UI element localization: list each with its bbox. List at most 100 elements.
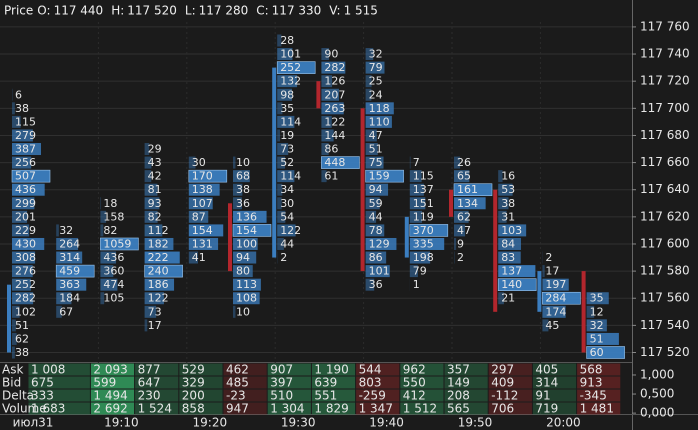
table-value: 568 <box>580 363 603 377</box>
cell-value: 86 <box>369 251 383 264</box>
volume-box <box>498 224 527 237</box>
cell-value: 151 <box>413 197 434 210</box>
volume-box <box>188 251 198 264</box>
y-tick-label: 117 740 <box>640 47 690 61</box>
table-value: 1 829 <box>314 402 348 416</box>
volume-box <box>12 183 45 196</box>
table-cell <box>135 363 179 376</box>
volume-box <box>365 169 404 183</box>
volume-box <box>321 48 330 61</box>
volume-box <box>12 210 28 223</box>
cell-value: 30 <box>280 197 294 210</box>
cell-value: 94 <box>369 183 383 196</box>
volume-box <box>586 319 607 332</box>
row-label: Volume <box>2 402 47 416</box>
cell-value: 53 <box>501 183 515 196</box>
table-value: 719 <box>535 402 558 416</box>
table-cell <box>267 376 311 389</box>
cell-value: 144 <box>324 129 345 142</box>
volume-box <box>233 156 236 169</box>
cell-value: 62 <box>457 210 471 223</box>
y-tick-label: 117 720 <box>640 74 690 88</box>
table-value: 357 <box>447 363 470 377</box>
cell-value: 1059 <box>103 237 131 250</box>
volume-box <box>12 197 35 210</box>
cell-value: 132 <box>280 75 301 88</box>
cell-value: 44 <box>369 210 383 223</box>
cell-value: 82 <box>148 210 162 223</box>
cell-value: 299 <box>15 197 36 210</box>
table-cell <box>444 389 488 402</box>
volume-box <box>498 183 513 196</box>
table-cell <box>267 363 311 376</box>
table-cell <box>135 376 179 389</box>
table-value: 913 <box>580 376 603 390</box>
header-text: 117 330 <box>272 4 322 18</box>
table-value: 149 <box>447 376 470 390</box>
volume-box <box>12 237 45 250</box>
table-cell <box>356 363 400 376</box>
y-tick-label: 117 560 <box>640 291 690 305</box>
cell-value: 159 <box>369 170 390 183</box>
volume-box <box>188 237 219 250</box>
y-tick-label: 117 680 <box>640 128 690 142</box>
cell-value: 126 <box>324 75 345 88</box>
candle-body <box>7 284 11 353</box>
volume-box <box>321 143 329 156</box>
volume-box <box>542 305 566 318</box>
volume-box <box>12 156 32 169</box>
table-value: 877 <box>138 363 161 377</box>
cell-value: 100 <box>236 237 257 250</box>
volume-box <box>365 197 380 210</box>
cell-value: 19 <box>280 129 294 142</box>
volume-box <box>100 251 117 264</box>
cell-value: 101 <box>280 48 301 61</box>
table-cell <box>179 376 223 389</box>
cell-value: 51 <box>369 143 383 156</box>
table-cell <box>223 402 267 415</box>
table-cell <box>28 363 90 376</box>
cell-value: 90 <box>324 48 338 61</box>
table-cell <box>311 363 356 376</box>
table-value: 565 <box>447 402 470 416</box>
y-tick-label: 117 660 <box>640 155 690 169</box>
cell-value: 170 <box>192 170 213 183</box>
volume-box <box>233 170 250 183</box>
cell-value: 38 <box>501 197 515 210</box>
volume-box <box>365 143 378 156</box>
volume-box <box>454 156 461 169</box>
volume-box <box>365 75 372 88</box>
volume-box <box>144 237 174 250</box>
volume-box <box>277 237 284 250</box>
volume-box <box>498 251 521 264</box>
header-text: 1 515 <box>344 4 378 18</box>
volume-box <box>12 129 33 142</box>
cell-value: 32 <box>369 48 383 61</box>
header-text: O: <box>37 4 50 18</box>
candle-body <box>272 67 277 258</box>
cell-value: 7 <box>413 156 420 169</box>
volume-box <box>542 291 581 305</box>
volume-box <box>409 251 431 264</box>
table-cell <box>400 376 444 389</box>
cell-value: 229 <box>15 224 36 237</box>
table-cell <box>532 389 577 402</box>
cell-value: 507 <box>15 170 36 183</box>
table-value: 1 347 <box>359 402 393 416</box>
cell-value: 264 <box>59 237 80 250</box>
cell-value: 113 <box>236 278 257 291</box>
cell-value: 94 <box>236 251 250 264</box>
cell-value: 9 <box>457 237 464 250</box>
row-label: Bid <box>2 376 21 390</box>
cell-value: 314 <box>59 251 80 264</box>
volume-box <box>188 197 213 210</box>
volume-box <box>12 332 17 345</box>
volume-box <box>100 224 104 237</box>
volume-box <box>100 278 118 291</box>
table-cell <box>90 363 135 376</box>
cell-value: 79 <box>413 265 427 278</box>
cell-value: 21 <box>501 292 515 305</box>
cell-value: 84 <box>501 237 515 250</box>
volume-box <box>498 210 507 223</box>
table-value: 91 <box>535 389 550 403</box>
